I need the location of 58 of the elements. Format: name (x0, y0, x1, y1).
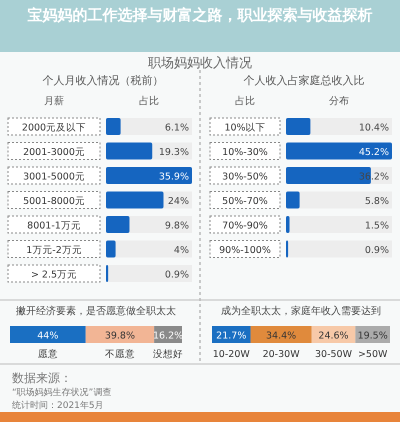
y-tick-label: 50%-70% (222, 196, 268, 207)
chart-title: 个人收入占家庭总收入比 (244, 74, 364, 87)
y-tick-label: 2000元及以下 (22, 122, 86, 134)
text: “职场妈妈生存状况”调查 (12, 387, 112, 398)
series-label: 10-20W (212, 349, 250, 360)
source-note: 数据来源： (12, 371, 72, 385)
y-tick-label: 3001-5000元 (23, 172, 85, 182)
y-tick-label: 1万元-2万元 (26, 245, 82, 256)
data-label: 19.3% (158, 147, 189, 158)
bar (106, 240, 116, 258)
bar (106, 118, 121, 135)
data-label: 10.4% (358, 122, 389, 134)
y-tick-label: 8001-1万元 (27, 220, 81, 232)
y-tick-label: 10%以下 (224, 122, 266, 134)
data-label: 1.5% (364, 220, 389, 232)
x-axis-title: 分布 (329, 95, 349, 107)
data-label: 0.9% (364, 245, 389, 256)
bar (286, 118, 310, 135)
bar (106, 216, 130, 233)
y-tick-label: 2001-3000元 (23, 147, 85, 158)
data-label: 4% (174, 245, 189, 256)
series-label: 20-30W (262, 349, 300, 360)
y-axis-title: 占比 (235, 95, 255, 107)
data-label: 24% (168, 196, 189, 207)
y-tick-label: 70%-90% (222, 220, 268, 232)
bar (250, 326, 312, 343)
y-tick-label: 30%-50% (222, 172, 268, 182)
bar (286, 216, 290, 233)
data-label: 19.5% (358, 330, 388, 342)
data-label: 5.8% (364, 196, 389, 207)
chart-title: 成为全职太太，家庭年收入需要达到 (221, 305, 381, 317)
y-tick-label: 5001-8000元 (23, 196, 85, 207)
y-axis-title: 月薪 (44, 95, 64, 107)
y-tick-label: 10%-30% (222, 147, 268, 158)
chart-title: 个人月收入情况（税前） (42, 74, 164, 87)
data-label: 6.1% (164, 122, 189, 134)
x-axis-title: 占比 (139, 95, 159, 107)
chart-title: 撇开经济要素，是否愿意做全职太太 (16, 305, 176, 317)
data-label: 45.2% (358, 147, 389, 158)
text: 职场妈妈收入情况 (148, 56, 252, 71)
data-label: 39.8% (104, 330, 135, 342)
data-label: 0.9% (164, 270, 189, 280)
series-label: 愿意 (38, 348, 58, 360)
series-label: >50W (358, 349, 388, 360)
series-label: 30-50W (315, 349, 353, 360)
series-label: 没想好 (153, 348, 184, 360)
series-label: 不愿意 (104, 348, 135, 360)
data-label: 21.7% (216, 330, 246, 342)
data-label: 24.6% (318, 330, 349, 342)
text: 统计时间：2021年5月 (12, 400, 104, 411)
data-label: 34.4% (266, 330, 296, 342)
y-tick-label: > 2.5万元 (30, 270, 78, 280)
y-tick-label: 90%-100% (219, 245, 271, 256)
data-label: 44% (37, 330, 58, 342)
data-label: 9.8% (164, 220, 189, 232)
bar (286, 192, 300, 208)
text: 宝妈妈的工作选择与财富之路，职业探索与收益探析 (28, 6, 372, 24)
data-label: 35.9% (158, 172, 189, 182)
